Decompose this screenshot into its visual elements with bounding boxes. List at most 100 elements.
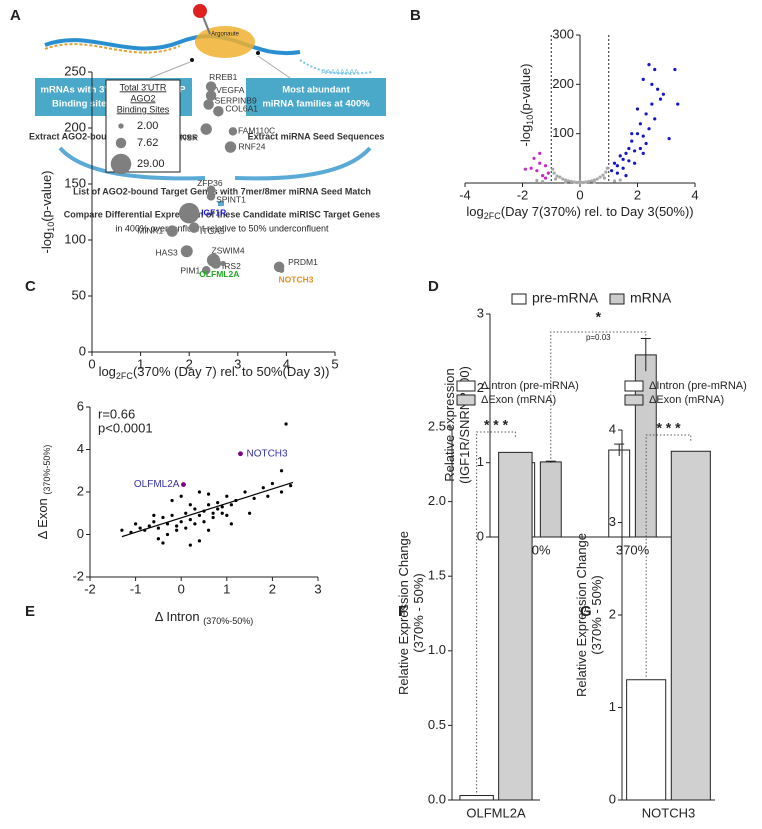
mrna-strand-color [44, 43, 181, 54]
y-axis-label-group: Δ Exon (370%-50%) [35, 445, 52, 540]
y-tick-label: 3 [609, 514, 616, 529]
point [266, 494, 270, 498]
point [220, 505, 224, 509]
point [175, 528, 179, 532]
step-text: Compare Differential Expression of these… [64, 209, 380, 219]
y-axis-label-part: (p-value) [518, 64, 533, 115]
point [575, 180, 579, 185]
point [650, 82, 654, 86]
bubble-label: VEGFA [216, 85, 245, 95]
point [143, 528, 147, 532]
point [618, 154, 622, 158]
y-axis-label-part: (p-value) [39, 171, 54, 222]
x-tick-label: -4 [459, 187, 471, 202]
point [161, 515, 165, 520]
bubble-label: HAS3 [156, 247, 178, 257]
point [615, 171, 619, 175]
x-tick-label: -2 [517, 187, 529, 202]
point [535, 178, 539, 183]
y-axis-label-group: Relative Expression Change (370% - 50%) [396, 531, 426, 695]
point [179, 494, 183, 498]
y-tick-label: 0.0 [428, 791, 446, 806]
point [541, 179, 545, 184]
significance-label: p=0.03 [586, 333, 611, 342]
point [289, 484, 293, 488]
bubble-label: RNF24 [239, 141, 266, 151]
legend-label: ΔExon (mRNA) [649, 394, 724, 406]
bubble-label: NOTCH3 [279, 274, 314, 284]
point [598, 175, 602, 179]
point [181, 482, 186, 487]
point [633, 161, 637, 165]
point [564, 180, 568, 184]
point [279, 490, 284, 494]
legend-label: 2.00 [137, 120, 158, 132]
point [152, 520, 156, 524]
legend-bubble [110, 153, 132, 175]
point [604, 170, 608, 174]
y-tick-label: 200 [552, 76, 574, 91]
y-axis-label: Relative Expression Change [574, 533, 589, 697]
y-tick-label: 0 [609, 791, 616, 806]
poly-a: AAAAAAAA [321, 69, 359, 76]
legend-swatch [624, 394, 644, 406]
point [647, 63, 651, 67]
ago2-label: Argonaute [211, 32, 239, 38]
y-axis-label: -log10(p-value) [39, 171, 56, 254]
step-text: Extract miRNA Seed Sequences [248, 131, 385, 141]
point [184, 526, 188, 530]
point [197, 513, 202, 517]
bubble-label: PRDM1 [288, 257, 318, 267]
bubble-label: COL6A1 [225, 103, 258, 113]
point [647, 127, 651, 131]
cap-stem [201, 13, 211, 35]
point [165, 522, 170, 526]
y-axis-label: Relative Expression Change [396, 531, 411, 695]
point [225, 513, 229, 517]
bar [626, 679, 667, 801]
y-axis-label-part: (370%-50%) [42, 445, 52, 495]
y-axis-label-part: -log [518, 125, 533, 147]
point [197, 490, 202, 494]
x-tick-label: -1 [130, 581, 142, 596]
panel-label: G [580, 603, 592, 620]
point [673, 67, 677, 72]
point [601, 173, 605, 177]
point [152, 513, 156, 517]
point [134, 522, 138, 526]
point [584, 180, 588, 184]
y-axis-label-part: Δ Exon [35, 495, 50, 540]
point [175, 524, 179, 528]
bubble [220, 260, 226, 267]
x-axis-label-group: Δ Intron (370%-50%) [155, 609, 253, 626]
y-tick-label: -2 [72, 568, 84, 583]
bubble [201, 265, 211, 275]
point [641, 151, 645, 155]
point [165, 532, 170, 537]
x-tick-label: OLFML2A [466, 805, 526, 820]
y-tick-label: 300 [552, 26, 574, 41]
legend-bubble [118, 123, 124, 129]
x-axis-label-part: (Day 7(370%) rel. to Day 3(50%)) [501, 204, 694, 219]
x-tick-label: NOTCH3 [642, 805, 695, 820]
y-tick-label: 50 [72, 287, 86, 302]
x-axis-label: log2FC(370% (Day 7) rel. to 50%(Day 3)) [99, 364, 330, 381]
point [543, 176, 548, 180]
source-box [246, 78, 386, 116]
significance-bracket [550, 331, 647, 459]
point [541, 174, 545, 178]
point [184, 511, 188, 515]
point [653, 117, 657, 121]
y-tick-label: 1 [609, 699, 616, 714]
point [543, 164, 548, 168]
point [656, 87, 660, 91]
box-text: Most abundant [282, 85, 350, 96]
y-axis-label: (370% - 50%) [411, 573, 426, 652]
x-axis-label-group: log2FC(Day 7(370%) rel. to Day 3(50%)) [466, 204, 693, 221]
point [592, 180, 596, 184]
bubble [203, 99, 214, 110]
point [621, 166, 625, 170]
y-tick-label: 2.0 [428, 493, 446, 508]
point [610, 169, 614, 173]
x-axis-label-part: 2FC [484, 211, 502, 221]
